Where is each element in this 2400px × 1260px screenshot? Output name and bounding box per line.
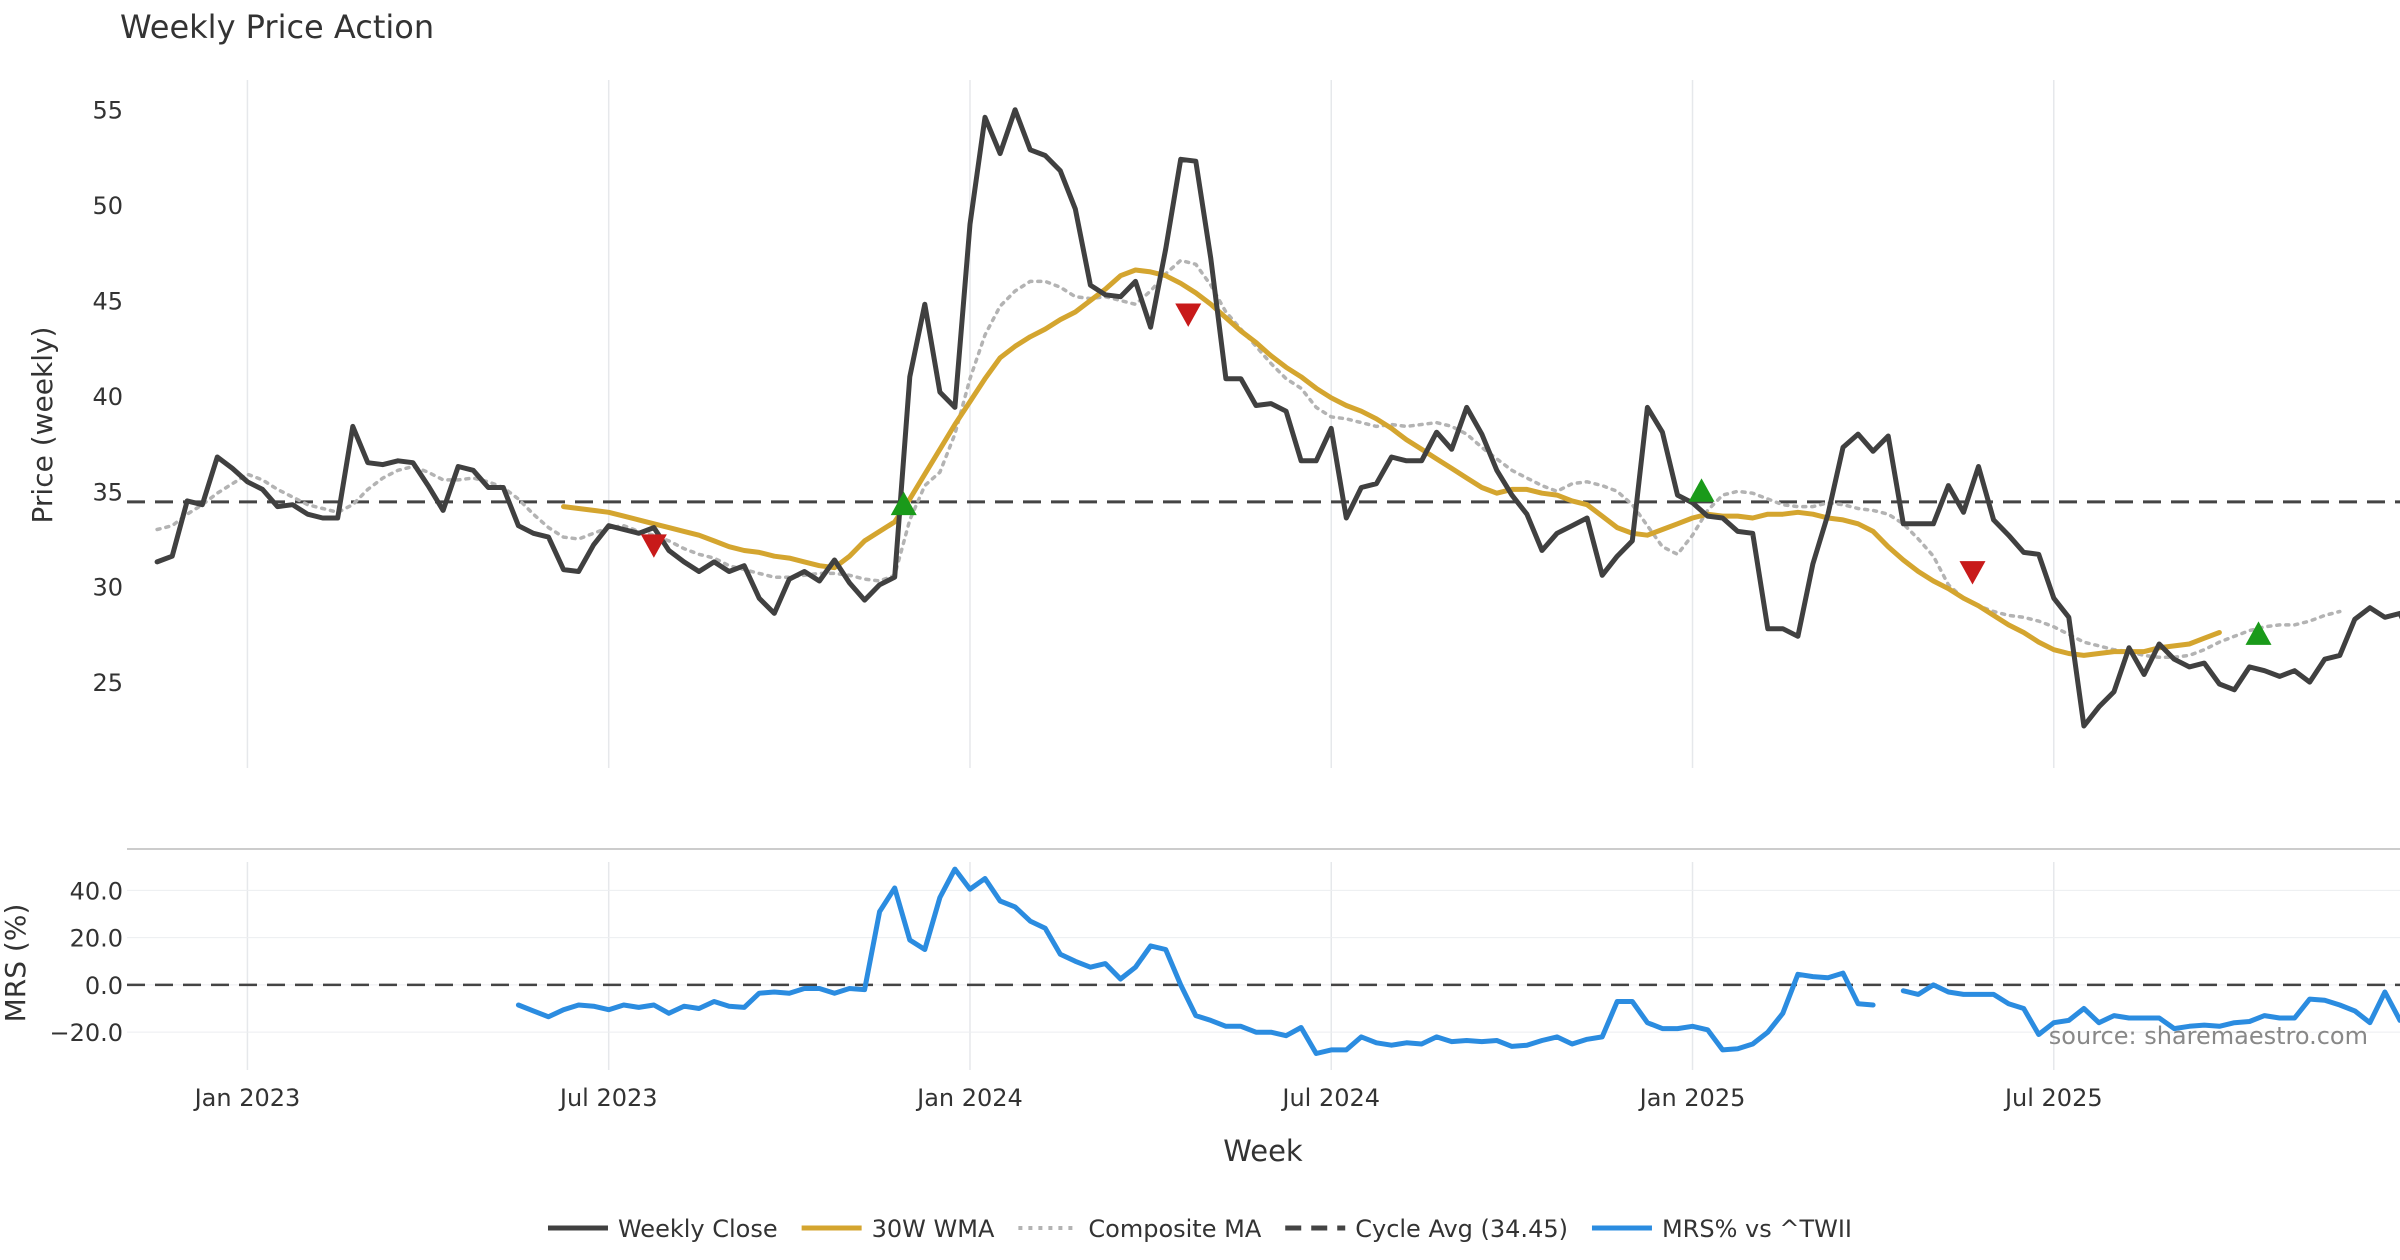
legend-label: Weekly Close bbox=[618, 1215, 778, 1243]
price-y-tick-label: 30 bbox=[92, 574, 123, 602]
legend-label: 30W WMA bbox=[872, 1215, 995, 1243]
source-annotation: source: sharemaestro.com bbox=[2049, 1022, 2368, 1050]
mrs-line-segment bbox=[515, 866, 1876, 1056]
x-tick-label: Jul 2025 bbox=[2003, 1084, 2103, 1112]
mrs-y-axis-ticks: 40.0 20.0 0.0 −20.0 bbox=[49, 877, 123, 1047]
price-y-tick-label: 25 bbox=[92, 669, 123, 697]
x-tick-label: Jul 2023 bbox=[558, 1084, 658, 1112]
signal-markers bbox=[640, 303, 2272, 645]
mrs-panel: 40.0 20.0 0.0 −20.0 MRS (%) source: sharema… bbox=[0, 862, 2400, 1070]
price-y-axis-ticks: 25 30 35 40 45 50 55 bbox=[92, 97, 123, 697]
mrs-line-segment bbox=[1900, 982, 2400, 1037]
price-y-tick-label: 55 bbox=[92, 97, 123, 125]
mrs-y-tick-label: 20.0 bbox=[70, 925, 123, 953]
x-axis-label: Week bbox=[1223, 1134, 1303, 1168]
mrs-y-tick-label: 40.0 bbox=[70, 877, 123, 905]
price-y-tick-label: 40 bbox=[92, 383, 123, 411]
legend-label: Composite MA bbox=[1088, 1215, 1261, 1243]
x-tick-label: Jan 2023 bbox=[193, 1084, 301, 1112]
legend-label: Cycle Avg (34.45) bbox=[1355, 1215, 1568, 1243]
buy-signal-marker bbox=[1688, 478, 1715, 502]
price-series bbox=[127, 107, 2400, 729]
price-y-tick-label: 50 bbox=[92, 192, 123, 220]
x-tick-label: Jul 2024 bbox=[1280, 1084, 1380, 1112]
price-gridlines bbox=[246, 80, 2055, 768]
legend: Weekly Close 30W WMA Composite MA Cycle Avg… bbox=[547, 1215, 1852, 1243]
buy-signal-marker bbox=[890, 491, 917, 516]
mrs-y-tick-label: −20.0 bbox=[49, 1019, 123, 1047]
legend-label: MRS% vs ^TWII bbox=[1662, 1215, 1852, 1243]
mrs-series bbox=[127, 866, 2400, 1056]
price-y-axis-label: Price (weekly) bbox=[26, 327, 59, 524]
chart-title: Weekly Price Action bbox=[120, 8, 434, 46]
mrs-y-axis-label: MRS (%) bbox=[0, 904, 32, 1023]
price-y-tick-label: 35 bbox=[92, 478, 123, 506]
sell-signal-marker bbox=[640, 534, 667, 558]
sell-signal-marker bbox=[1959, 561, 1986, 585]
buy-signal-marker bbox=[2245, 621, 2272, 645]
x-tick-label: Jan 2025 bbox=[1638, 1084, 1746, 1112]
price-panel: 25 30 35 40 45 50 55 Price (weekly) bbox=[26, 80, 2400, 768]
weekly-close-line bbox=[154, 107, 2400, 729]
x-tick-label: Jan 2024 bbox=[915, 1084, 1023, 1112]
price-y-tick-label: 45 bbox=[92, 288, 123, 316]
sell-signal-marker bbox=[1175, 303, 1202, 327]
x-axis-ticks: Jan 2023 Jul 2023 Jan 2024 Jul 2024 Jan 2025… bbox=[193, 1084, 2103, 1112]
mrs-y-tick-label: 0.0 bbox=[85, 972, 123, 1000]
